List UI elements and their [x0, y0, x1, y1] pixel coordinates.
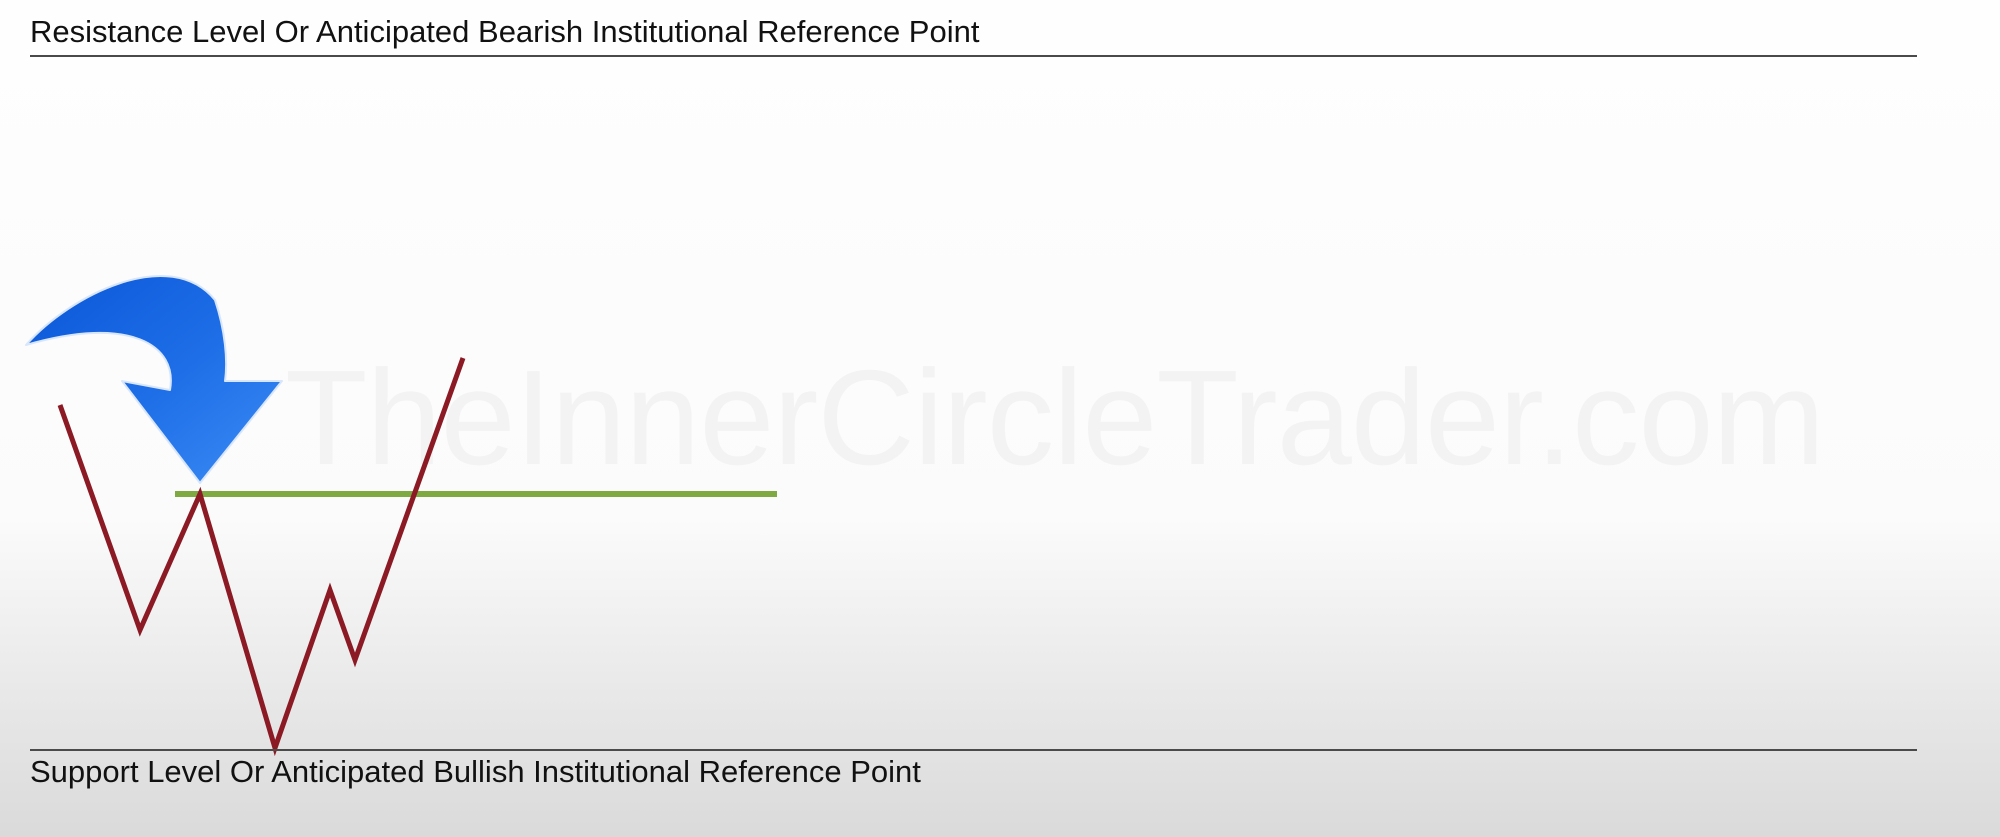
support-label: Support Level Or Anticipated Bullish Ins…	[30, 754, 921, 789]
price-path	[57, 357, 466, 757]
support-line	[30, 749, 1917, 751]
resistance-label: Resistance Level Or Anticipated Bearish …	[30, 14, 980, 49]
curved-down-arrow-icon	[25, 274, 283, 484]
resistance-line	[30, 55, 1917, 57]
watermark: TheInnerCircleTrader.com	[285, 342, 1825, 493]
